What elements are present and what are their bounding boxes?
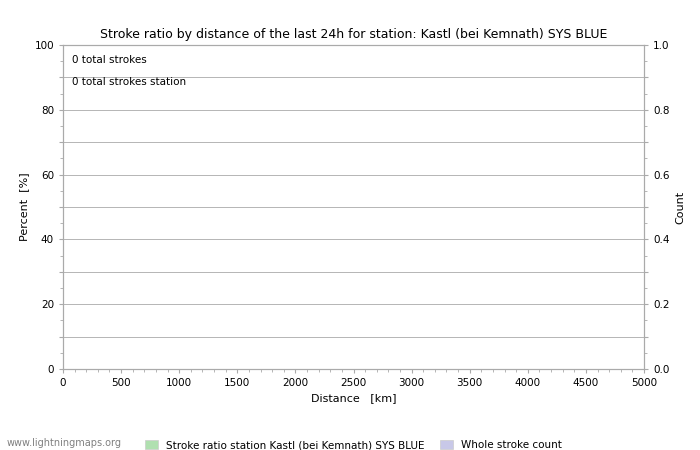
Text: 0 total strokes: 0 total strokes bbox=[71, 55, 146, 65]
X-axis label: Distance   [km]: Distance [km] bbox=[311, 394, 396, 404]
Y-axis label: Count: Count bbox=[675, 190, 685, 224]
Y-axis label: Percent  [%]: Percent [%] bbox=[19, 173, 29, 241]
Legend: Stroke ratio station Kastl (bei Kemnath) SYS BLUE, Whole stroke count: Stroke ratio station Kastl (bei Kemnath)… bbox=[141, 436, 566, 450]
Title: Stroke ratio by distance of the last 24h for station: Kastl (bei Kemnath) SYS BL: Stroke ratio by distance of the last 24h… bbox=[100, 28, 607, 41]
Text: www.lightningmaps.org: www.lightningmaps.org bbox=[7, 438, 122, 448]
Text: 0 total strokes station: 0 total strokes station bbox=[71, 77, 186, 87]
